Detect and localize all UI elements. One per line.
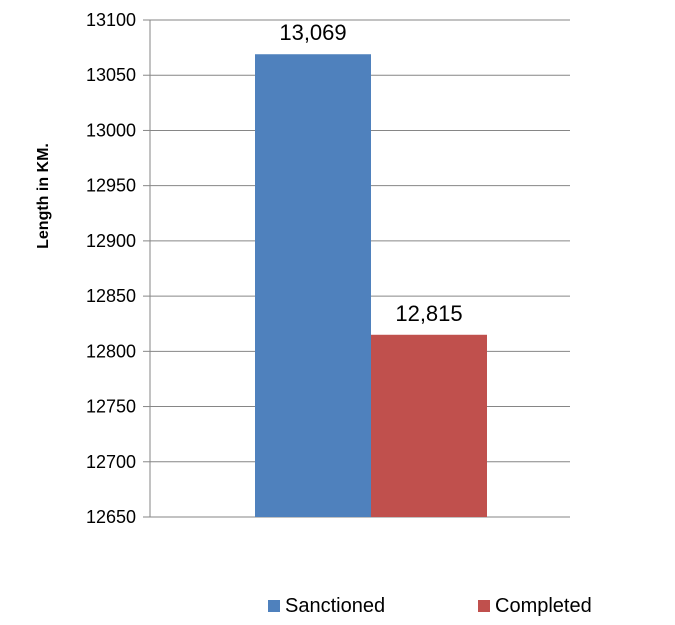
y-tick-label: 12800 — [86, 341, 136, 361]
y-tick-label: 12850 — [86, 286, 136, 306]
y-tick-label: 13100 — [86, 10, 136, 30]
legend-swatch-completed — [478, 600, 490, 612]
data-label-sanctioned: 13,069 — [279, 20, 346, 45]
bar-completed — [371, 334, 487, 517]
y-axis-label: Length in KM. — [35, 143, 52, 249]
bars — [255, 54, 487, 517]
legend-swatch-sanctioned — [268, 600, 280, 612]
y-tick-label: 13000 — [86, 120, 136, 140]
y-tick-label: 12750 — [86, 397, 136, 417]
legend: Sanctioned Completed — [268, 595, 592, 617]
y-tick-label: 12950 — [86, 176, 136, 196]
data-labels: 13,069 12,815 — [279, 20, 462, 326]
legend-label-completed: Completed — [495, 595, 592, 617]
y-tick-label: 13050 — [86, 65, 136, 85]
y-axis-ticks: 12650 12700 12750 12800 12850 12900 12950 13000… — [86, 10, 136, 527]
legend-label-sanctioned: Sanctioned — [285, 595, 385, 617]
data-label-completed: 12,815 — [395, 301, 462, 326]
y-tick-label: 12700 — [86, 452, 136, 472]
bar-sanctioned — [255, 54, 371, 517]
y-tick-label: 12900 — [86, 231, 136, 251]
y-tick-label: 12650 — [86, 507, 136, 527]
